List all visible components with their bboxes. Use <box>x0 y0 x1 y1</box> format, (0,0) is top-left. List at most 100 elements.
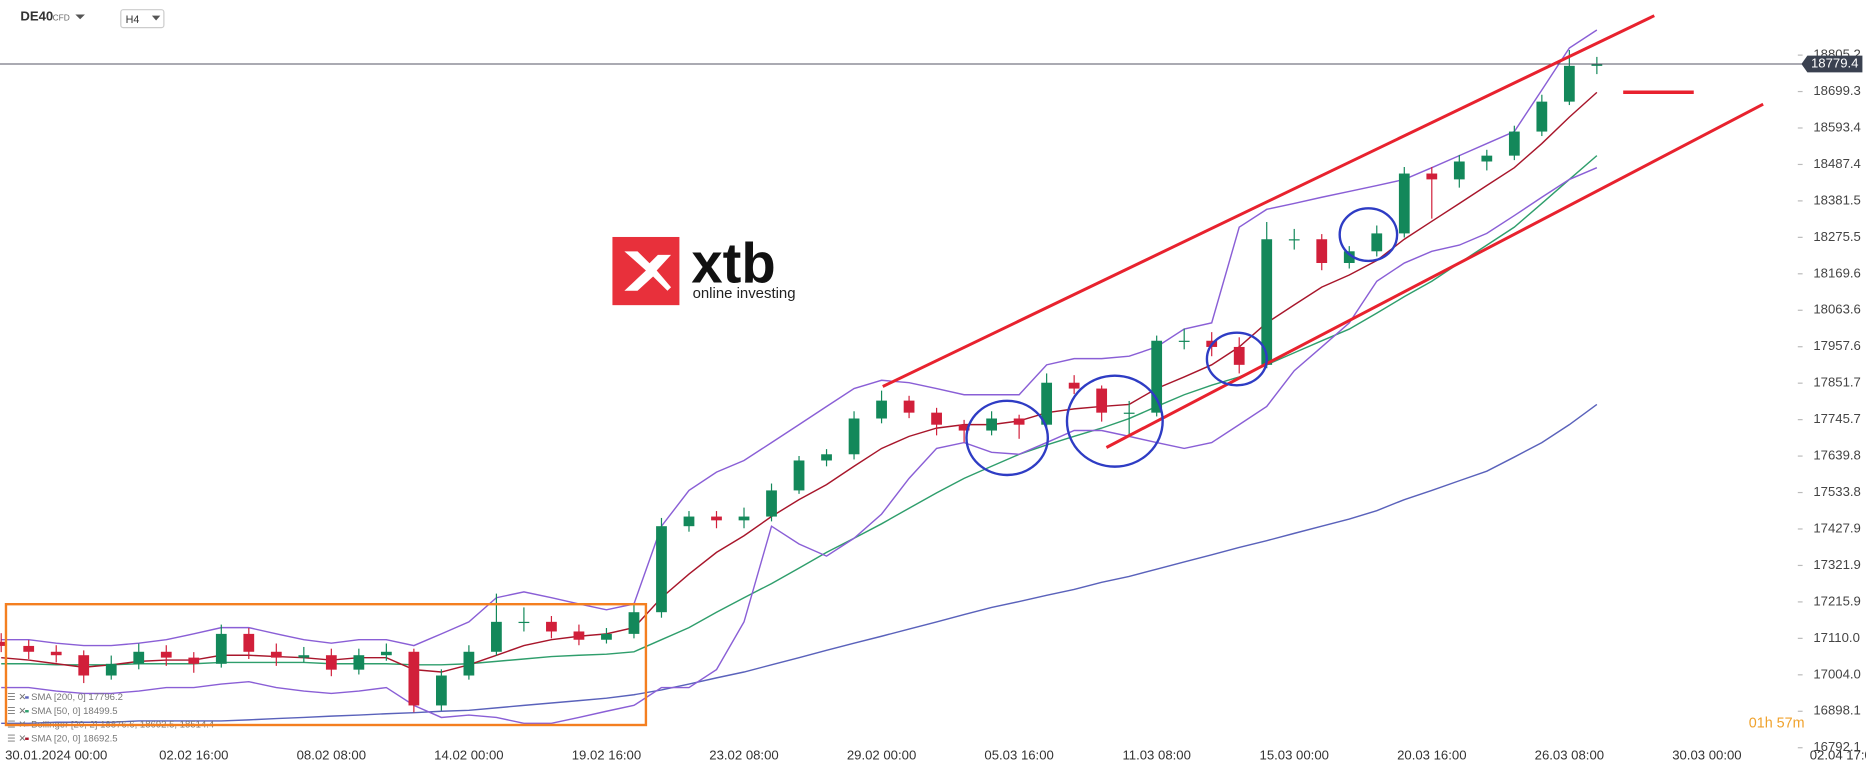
price-tag-label: 18779.4 <box>1811 55 1859 70</box>
candle-body <box>656 526 667 613</box>
candle-body <box>1426 173 1438 180</box>
candle-body <box>1233 346 1245 365</box>
x-tick-label: 02.04 17:00 <box>1810 748 1866 763</box>
candle-body <box>435 675 447 706</box>
symbol: DE40 <box>20 8 53 23</box>
channel-lower <box>1105 102 1764 449</box>
indicator-line <box>1 403 1598 725</box>
y-tick-label: 16898.1 <box>1813 703 1861 718</box>
candle-body <box>270 651 282 658</box>
y-tick-label: 18169.6 <box>1813 265 1861 280</box>
x-tick-label: 20.03 16:00 <box>1397 748 1466 763</box>
y-tick-label: 17427.9 <box>1813 520 1861 535</box>
candle-body <box>463 651 475 676</box>
candle-body <box>958 424 970 431</box>
y-tick-label: 17321.9 <box>1813 557 1861 572</box>
y-tick-label: 16792.1 <box>1813 739 1861 754</box>
legend-label: SMA [200, 0] 17796.2 <box>31 692 123 703</box>
candle-body <box>1398 173 1410 234</box>
timer: 01h 57m <box>1749 715 1805 731</box>
x-tick-label: 23.02 08:00 <box>709 748 778 763</box>
indicator-line <box>1 155 1598 666</box>
candle-body <box>1343 251 1355 263</box>
x-tick-label: 11.03 08:00 <box>1122 748 1190 763</box>
dropdown-arrow[interactable] <box>75 14 85 20</box>
candle-body <box>0 641 7 646</box>
candle-body <box>1481 155 1493 162</box>
candle-body <box>986 418 997 431</box>
y-tick-label: 18275.5 <box>1813 229 1861 244</box>
interval-box[interactable] <box>120 9 165 29</box>
candle-body <box>78 655 90 676</box>
candle-body <box>1371 233 1383 252</box>
y-tick-label: 17215.9 <box>1813 593 1861 608</box>
candle-body <box>738 516 750 521</box>
candle-body <box>1041 382 1053 425</box>
y-tick-label: 17957.6 <box>1813 338 1861 353</box>
circle <box>965 399 1050 477</box>
y-tick-label: 18063.6 <box>1813 302 1861 317</box>
candle-body <box>848 418 860 455</box>
candle-body <box>50 651 62 656</box>
candle-body <box>353 655 365 670</box>
x-tick-label: 26.03 08:00 <box>1535 748 1604 763</box>
candle-body <box>325 655 337 670</box>
x-tick-label: 02.02 16:00 <box>159 748 228 763</box>
y-tick-label: 17533.8 <box>1813 484 1861 499</box>
circle <box>1205 331 1268 387</box>
circle <box>1065 374 1164 468</box>
symbol-tag: CFD <box>53 12 70 22</box>
logo-x <box>624 251 672 291</box>
x-tick-label: 05.03 16:00 <box>984 748 1053 763</box>
candle-body <box>793 460 805 491</box>
legend-icon: ☰ ✕ <box>7 692 26 703</box>
candle-body <box>821 454 832 461</box>
candle-body <box>380 651 392 656</box>
x-tick-label: 14.02 00:00 <box>434 748 503 763</box>
legend-label: SMA [50, 0] 18499.5 <box>31 706 118 717</box>
legend-icon: ☰ ✕ <box>7 706 26 717</box>
candle-body <box>1096 388 1108 413</box>
candle-body <box>160 651 172 658</box>
candle-body <box>1563 65 1575 102</box>
toolbar: DE40 CFD H4 <box>20 8 165 29</box>
candle-body <box>766 490 777 517</box>
candle-body <box>491 621 502 652</box>
x-tick-label: 19.02 16:00 <box>572 748 641 763</box>
candle-body <box>105 663 117 676</box>
y-tick-label: 18381.5 <box>1813 192 1861 207</box>
candle-body <box>1013 418 1025 425</box>
y-tick-label: 17745.7 <box>1813 411 1861 426</box>
candle-body <box>1178 340 1190 342</box>
candle-body <box>546 621 557 632</box>
legend-label: SMA [20, 0] 18692.5 <box>31 733 118 744</box>
candle-body <box>1288 239 1300 241</box>
candle-body <box>601 633 612 640</box>
dropdown-arrow <box>151 15 161 21</box>
candle-body <box>1453 161 1465 180</box>
logo-text: xtb <box>691 231 775 294</box>
annotations <box>4 14 1764 727</box>
y-tick-label: 17004.0 <box>1813 666 1861 681</box>
candle-body <box>23 645 35 652</box>
plot-area: 18805.218699.318593.418487.418381.518275… <box>0 29 1866 763</box>
y-tick-label: 17639.8 <box>1813 448 1861 463</box>
price-tag <box>1801 55 1863 73</box>
x-tick-label: 30.01.2024 00:00 <box>5 748 107 763</box>
x-tick-label: 15.03 00:00 <box>1260 748 1329 763</box>
legend-icon: ☰ ✕ <box>7 733 26 744</box>
candle-body <box>298 655 310 658</box>
candle-body <box>1151 340 1163 413</box>
logo: xtb online investing <box>612 231 796 306</box>
candle-body <box>683 516 695 527</box>
candle-body <box>1316 239 1328 263</box>
candle-body <box>1261 239 1273 365</box>
y-tick-label: 18699.3 <box>1813 83 1861 98</box>
candle-body <box>903 400 915 413</box>
candle-body <box>1591 63 1603 66</box>
candle-body <box>243 633 255 652</box>
x-tick-label: 30.03 00:00 <box>1672 748 1741 763</box>
candle-body <box>876 400 887 419</box>
bollinger-upper <box>1 29 1598 647</box>
